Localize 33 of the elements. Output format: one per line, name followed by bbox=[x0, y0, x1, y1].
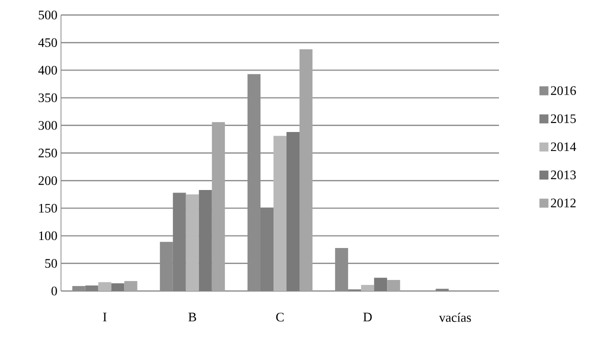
x-tick-label: I bbox=[103, 312, 106, 322]
y-tick-label: 100 bbox=[39, 231, 57, 240]
bar bbox=[374, 278, 388, 291]
bar bbox=[300, 49, 312, 291]
x-tick-label: C bbox=[276, 312, 284, 322]
legend-label: 2014 bbox=[550, 142, 576, 152]
x-tick-label: vacías bbox=[439, 312, 471, 322]
y-tick-label: 400 bbox=[38, 66, 57, 75]
bar bbox=[286, 132, 300, 291]
y-tick-label: 350 bbox=[38, 93, 57, 102]
bar bbox=[186, 194, 199, 291]
bar bbox=[98, 282, 112, 291]
x-tick-label: B bbox=[188, 312, 196, 322]
y-tick-label: 450 bbox=[38, 38, 57, 47]
legend-label: 2012 bbox=[550, 198, 576, 208]
y-tick-label: 50 bbox=[45, 259, 57, 268]
bar bbox=[212, 122, 225, 291]
y-tick-label: 0 bbox=[52, 286, 57, 296]
legend-label: 2013 bbox=[550, 170, 576, 180]
legend-label: 2016 bbox=[550, 86, 576, 95]
y-tick-label: 300 bbox=[38, 121, 57, 130]
y-tick-label: 150 bbox=[39, 204, 57, 213]
bar bbox=[124, 281, 138, 291]
bar bbox=[274, 136, 286, 291]
bar bbox=[361, 284, 374, 291]
bar bbox=[111, 283, 124, 291]
y-tick-label: 250 bbox=[38, 148, 57, 158]
legend-label: 2015 bbox=[550, 114, 576, 124]
x-tick-label: D bbox=[363, 312, 372, 322]
bar bbox=[198, 190, 212, 291]
y-tick-label: 500 bbox=[38, 10, 57, 20]
y-tick-label: 200 bbox=[38, 176, 57, 185]
bar bbox=[387, 280, 400, 291]
